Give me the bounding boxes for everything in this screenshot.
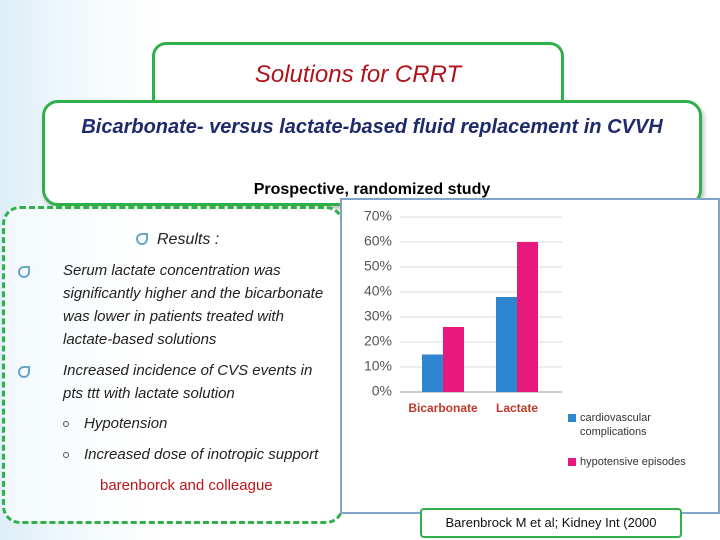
legend-swatch [568, 458, 576, 466]
sub-bullet-text: Increased dose of inotropic support [84, 446, 319, 463]
chart: 0% 10% 20% 30% 40% 50% 60% 70% Bicarbonate Lactat… [364, 208, 576, 466]
title-box: Solutions for CRRT [152, 42, 564, 104]
bullet-icon [18, 266, 30, 278]
bar [443, 327, 464, 392]
bullet-icon [18, 366, 30, 378]
bullet-text: Increased incidence of CVS events in pts… [63, 362, 313, 402]
legend-label: cardiovascular complications [580, 412, 651, 438]
bullet-text: Serum lactate concentration was signific… [63, 262, 324, 348]
results-heading: Results : [157, 231, 220, 248]
y-tick-label: 30% [364, 308, 392, 324]
subtitle-box: Bicarbonate- versus lactate-based fluid … [42, 100, 702, 206]
y-tick-label: 10% [364, 358, 392, 374]
bar [422, 354, 443, 392]
results-box [2, 206, 344, 524]
y-tick-label: 70% [364, 208, 392, 224]
bar [517, 242, 538, 392]
citation: Barenbrock M et al; Kidney Int (2000 [445, 515, 657, 530]
legend-label: hypotensive episodes [580, 456, 686, 468]
chart-box: 0% 10% 20% 30% 40% 50% 60% 70% Bicarbonate Lactat… [340, 198, 720, 514]
study-label: Prospective, randomized study [253, 181, 491, 198]
subtitle: Bicarbonate- versus lactate-based fluid … [81, 116, 663, 138]
y-tick-label: 60% [364, 233, 392, 249]
bar [496, 297, 517, 392]
sub-bullet-text: Hypotension [84, 415, 168, 432]
y-tick-label: 0% [372, 383, 392, 399]
y-tick-label: 50% [364, 258, 392, 274]
title: Solutions for CRRT [254, 61, 462, 88]
bullet-icon [136, 233, 148, 245]
y-tick-label: 20% [364, 333, 392, 349]
sub-bullet-icon [63, 452, 69, 458]
x-tick-label: Bicarbonate [408, 401, 478, 415]
y-tick-label: 40% [364, 283, 392, 299]
note: barenborck and colleague [100, 477, 273, 494]
sub-bullet-icon [63, 421, 69, 427]
citation-box: Barenbrock M et al; Kidney Int (2000 [420, 508, 682, 538]
legend-swatch [568, 414, 576, 422]
x-tick-label: Lactate [496, 401, 538, 415]
